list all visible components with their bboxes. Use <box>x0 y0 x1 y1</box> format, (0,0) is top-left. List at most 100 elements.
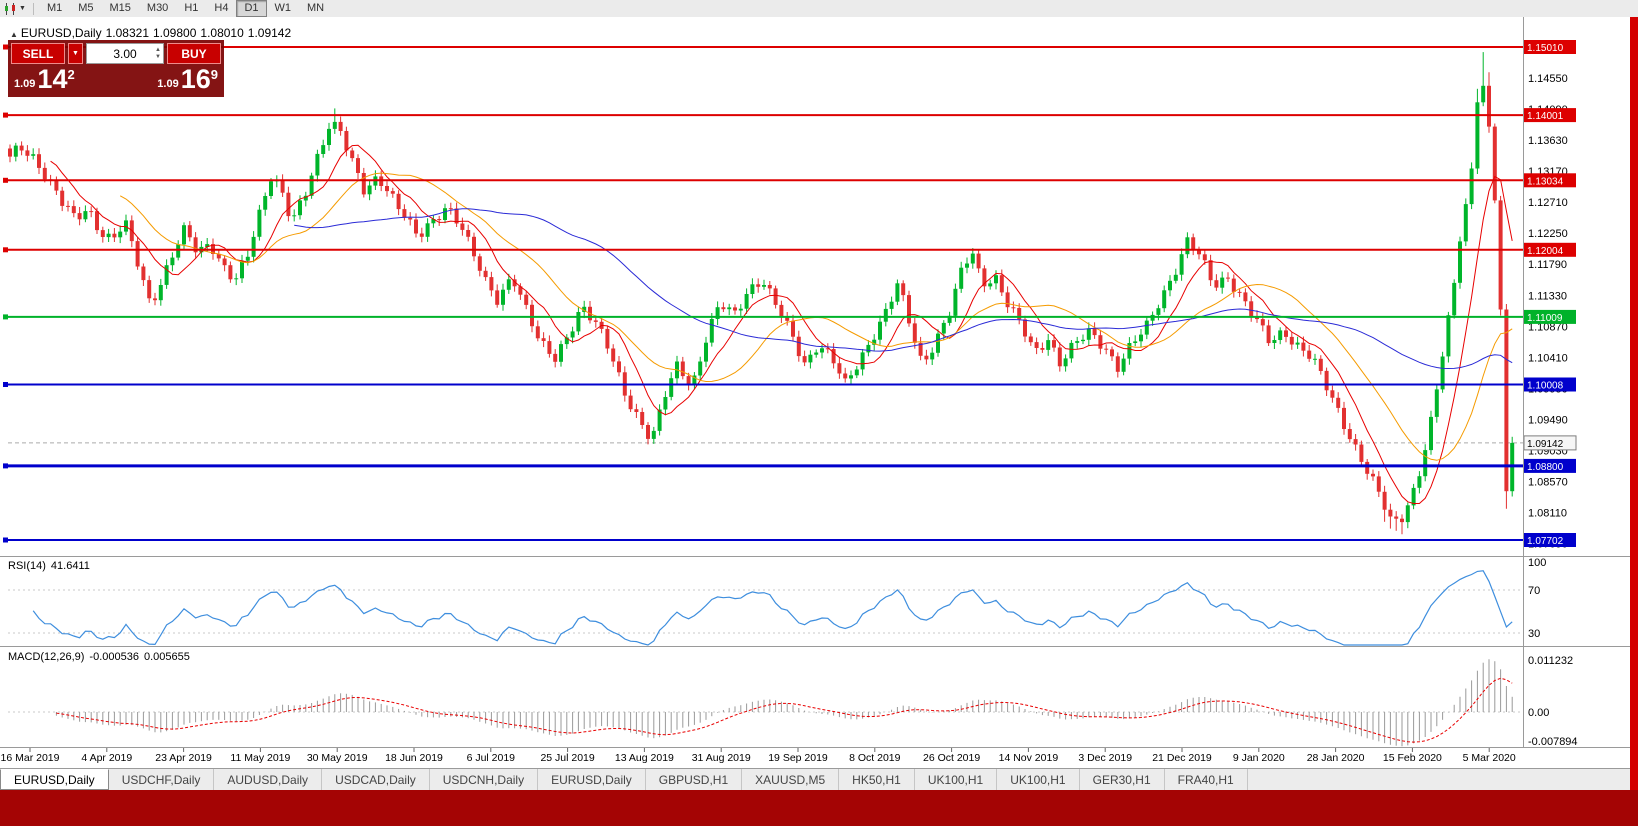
chart-tab-gbpusd-h1[interactable]: GBPUSD,H1 <box>646 769 743 790</box>
ma-fast-line <box>50 144 1513 504</box>
hline-handle[interactable] <box>3 44 8 50</box>
timeframe-button-m15[interactable]: M15 <box>109 2 131 14</box>
macd-histogram <box>55 659 1513 747</box>
date-axis-label: 16 Mar 2019 <box>1 752 60 764</box>
current-price-tag: 1.09142 <box>1527 439 1564 450</box>
chart-tab-uk100-h1[interactable]: UK100,H1 <box>997 769 1080 790</box>
chart-tab-eurusd-daily[interactable]: EURUSD,Daily <box>538 769 646 790</box>
macd-signal-value: 0.005655 <box>143 651 190 663</box>
date-axis-label: 23 Apr 2019 <box>155 752 212 764</box>
chart-tab-usdcad-daily[interactable]: USDCAD,Daily <box>322 769 430 790</box>
date-axis-label: 31 Aug 2019 <box>692 752 751 764</box>
buy-price-big: 16 <box>180 64 211 94</box>
price-chart[interactable]: 1.145501.140901.136301.131701.127101.122… <box>0 17 1638 768</box>
price-axis-label: 1.08110 <box>1528 508 1567 520</box>
hline-handle[interactable] <box>3 247 8 253</box>
buy-button[interactable]: BUY <box>167 43 221 64</box>
right-accent-strip <box>1630 17 1638 790</box>
hline-handle[interactable] <box>3 463 8 469</box>
date-axis-label: 5 Mar 2020 <box>1463 752 1516 764</box>
price-axis-label: 1.11790 <box>1528 259 1567 271</box>
level-price-tag: 1.07702 <box>1527 536 1564 547</box>
sell-price-big: 14 <box>37 64 68 94</box>
price-axis-label: 1.12710 <box>1528 197 1568 209</box>
chart-type-button[interactable]: ▼ <box>0 1 30 17</box>
chart-title: ▲ EURUSD,Daily 1.08321 1.09800 1.08010 1.0914… <box>10 26 295 40</box>
timeframe-button-m5[interactable]: M5 <box>78 2 94 14</box>
hline-handle[interactable] <box>3 537 8 543</box>
macd-axis-label: 0.011232 <box>1528 655 1573 667</box>
sell-price-sup: 2 <box>67 67 75 82</box>
chart-tab-usdcnh-daily[interactable]: USDCNH,Daily <box>430 769 539 790</box>
timeframe-button-d1[interactable]: D1 <box>236 0 267 17</box>
buy-price-small: 1.09 <box>157 78 179 90</box>
sell-button[interactable]: SELL <box>11 43 65 64</box>
hline-handle[interactable] <box>3 382 8 387</box>
timeframe-button-h4[interactable]: H4 <box>214 2 229 14</box>
timeframe-button-mn[interactable]: MN <box>307 2 325 14</box>
price-axis-label: 1.10870 <box>1528 321 1568 333</box>
price-axis-label: 1.09490 <box>1528 414 1568 426</box>
rsi-value: 41.6411 <box>50 560 90 572</box>
chart-tab-uk100-h1[interactable]: UK100,H1 <box>915 769 998 790</box>
date-axis-label: 13 Aug 2019 <box>615 752 674 764</box>
ohlc-high: 1.09800 <box>153 26 197 40</box>
horizontal-levels <box>3 44 1524 543</box>
toolbar-separator <box>32 2 34 15</box>
price-axis-label: 1.11330 <box>1528 290 1567 302</box>
level-price-tag: 1.11009 <box>1527 313 1563 324</box>
hline-handle[interactable] <box>3 314 8 320</box>
sell-dropdown-caret[interactable]: ▼ <box>68 43 83 64</box>
chart-tab-fra40-h1[interactable]: FRA40,H1 <box>1165 769 1248 790</box>
date-axis-label: 18 Jun 2019 <box>385 752 443 764</box>
macd-value: -0.000536 <box>89 651 139 663</box>
hline-handle[interactable] <box>3 112 8 118</box>
rsi-axis-label: 100 <box>1528 557 1546 569</box>
chart-tab-audusd-daily[interactable]: AUDUSD,Daily <box>214 769 323 790</box>
stepper-down-icon[interactable]: ▼ <box>155 53 161 60</box>
timeframe-button-h1[interactable]: H1 <box>184 2 199 14</box>
chart-symbol-icon: ▲ <box>10 30 18 39</box>
date-axis-label: 19 Sep 2019 <box>768 752 828 764</box>
date-axis-label: 26 Oct 2019 <box>923 752 980 764</box>
timeframe-button-m30[interactable]: M30 <box>146 2 169 14</box>
volume-input[interactable]: 3.00 ▲ ▼ <box>86 43 164 64</box>
buy-price[interactable]: 1.09 16 9 <box>157 66 218 93</box>
chart-tab-xauusd-m5[interactable]: XAUUSD,M5 <box>742 769 840 790</box>
ohlc-open: 1.08321 <box>105 26 149 40</box>
stepper-up-icon[interactable]: ▲ <box>155 46 161 53</box>
price-axis-label: 1.08570 <box>1528 477 1568 489</box>
chart-tab-bar: EURUSD,Daily USDCHF,Daily AUDUSD,Daily USDC… <box>0 768 1638 790</box>
sell-price[interactable]: 1.09 14 2 <box>14 66 75 93</box>
ohlc-low: 1.08010 <box>200 26 244 40</box>
volume-stepper[interactable]: ▲ ▼ <box>155 44 161 63</box>
chart-tab-usdchf-daily[interactable]: USDCHF,Daily <box>109 769 215 790</box>
date-axis-label: 9 Jan 2020 <box>1233 752 1285 764</box>
level-price-tag: 1.14001 <box>1527 111 1564 122</box>
price-tags: 1.15010 1.14001 1.13034 1.12004 1.11009 1.100… <box>1523 40 1577 547</box>
chart-tab-hk50-h1[interactable]: HK50,H1 <box>839 769 915 790</box>
rsi-axis-label: 30 <box>1528 628 1540 640</box>
macd-axis-label: -0.007894 <box>1528 736 1578 748</box>
price-axis-label: 1.12250 <box>1528 228 1568 240</box>
timeframe-button-m1[interactable]: M1 <box>46 2 63 14</box>
macd-signal-line <box>56 677 1513 743</box>
rsi-name: RSI(14) <box>8 560 46 572</box>
price-axis-label: 1.13630 <box>1528 135 1568 147</box>
macd-label: MACD(12,26,9) -0.000536 0.005655 <box>8 651 195 663</box>
level-price-tag: 1.12004 <box>1527 246 1564 257</box>
date-axis-label: 21 Dec 2019 <box>1152 752 1212 764</box>
buy-price-sup: 9 <box>210 67 218 82</box>
date-axis-label: 8 Oct 2019 <box>849 752 901 764</box>
timeframe-button-w1[interactable]: W1 <box>274 2 292 14</box>
volume-value: 3.00 <box>113 46 137 61</box>
chart-tab-eurusd-daily[interactable]: EURUSD,Daily <box>0 769 109 790</box>
date-axis-label: 4 Apr 2019 <box>81 752 132 764</box>
level-price-tag: 1.13034 <box>1527 176 1564 187</box>
rsi-axis: 100 70 30 <box>1528 557 1546 640</box>
rsi-axis-label: 70 <box>1528 585 1540 597</box>
chart-symbol-label: EURUSD,Daily <box>20 26 102 40</box>
chart-tab-ger30-h1[interactable]: GER30,H1 <box>1080 769 1165 790</box>
hline-handle[interactable] <box>3 177 8 183</box>
